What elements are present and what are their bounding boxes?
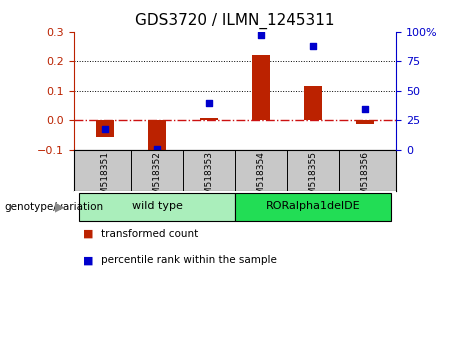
Point [206,100,213,105]
Text: genotype/variation: genotype/variation [5,202,104,212]
Bar [356,120,374,124]
Text: GSM518355: GSM518355 [309,151,318,206]
Text: transformed count: transformed count [101,229,199,239]
Bar [148,120,166,152]
Text: ▶: ▶ [55,201,65,213]
Text: percentile rank within the sample: percentile rank within the sample [101,255,278,265]
Point [154,146,161,152]
Point [361,106,369,112]
Point [101,126,109,131]
Bar [304,86,322,120]
Text: GSM518354: GSM518354 [257,151,266,206]
FancyBboxPatch shape [235,193,391,222]
Bar [96,120,114,137]
Title: GDS3720 / ILMN_1245311: GDS3720 / ILMN_1245311 [136,13,335,29]
Text: GSM518356: GSM518356 [361,151,370,206]
Point [257,33,265,38]
Bar [252,55,270,120]
Text: ■: ■ [83,229,94,239]
Text: GSM518353: GSM518353 [205,151,213,206]
FancyBboxPatch shape [79,193,235,222]
Text: ■: ■ [83,255,94,265]
Point [309,43,317,49]
Text: GSM518352: GSM518352 [153,151,161,206]
Text: RORalpha1delDE: RORalpha1delDE [266,201,361,211]
Bar [200,118,218,120]
Text: wild type: wild type [131,201,183,211]
Text: GSM518351: GSM518351 [100,151,110,206]
